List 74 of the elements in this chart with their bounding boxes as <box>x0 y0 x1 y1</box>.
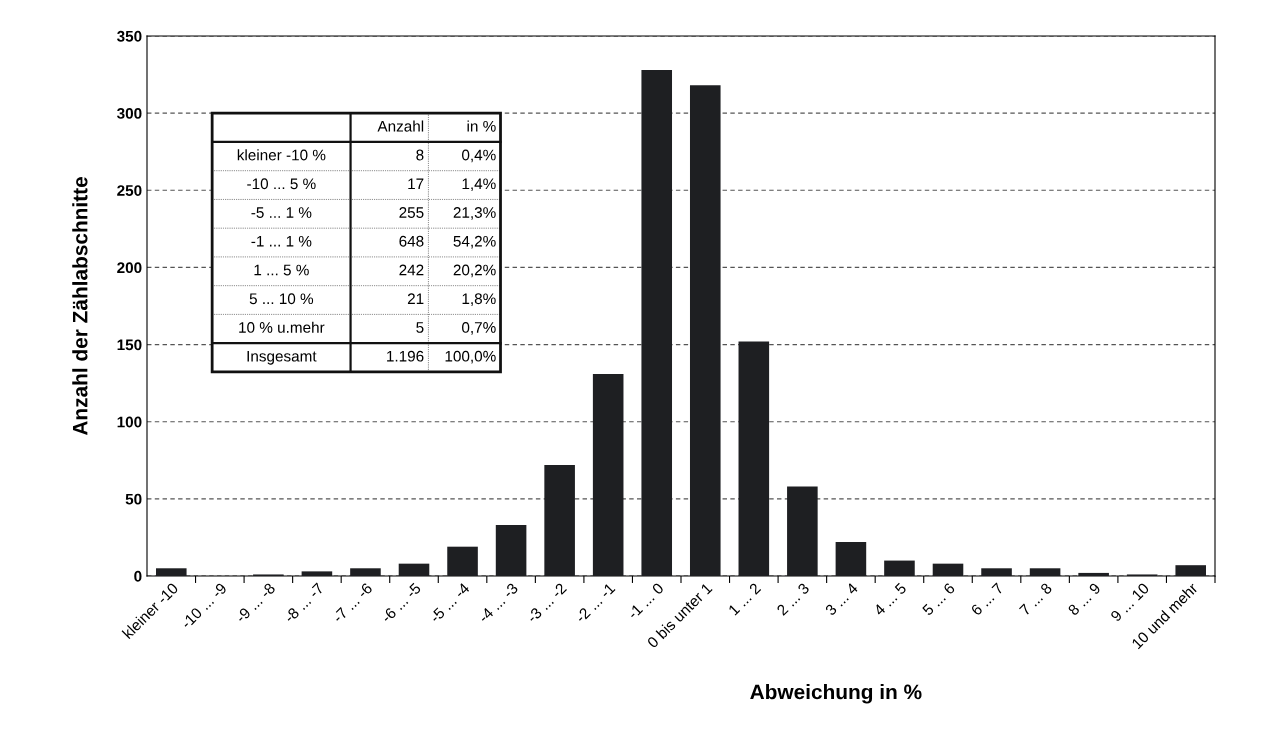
bar <box>932 563 964 576</box>
x-tick-label: 6 ... 7 <box>970 582 1004 616</box>
annotation: 0,4% <box>462 149 496 163</box>
bar <box>398 563 430 576</box>
bar <box>1175 565 1207 576</box>
annotation: 10 % u.mehr <box>239 321 325 333</box>
annotation: -1 ... 1 % <box>251 235 312 247</box>
bar <box>495 525 527 576</box>
x-tick-label: 2 ... 3 <box>776 582 810 616</box>
x-tick-label: -6 ... -5 <box>380 582 422 624</box>
y-axis-title: Anzahl der Zählabschnitte <box>72 177 88 436</box>
bar <box>787 486 818 576</box>
y-tick-label: 350 <box>117 30 142 42</box>
bar <box>738 341 770 576</box>
y-tick-label: 200 <box>117 262 142 274</box>
annotation: 54,2% <box>453 235 496 249</box>
x-tick-label: -7 ... -6 <box>332 582 373 624</box>
x-tick-label: -4 ... -3 <box>477 582 519 624</box>
bar <box>884 560 915 576</box>
annotation: 1.196 <box>387 350 424 362</box>
y-tick-label: 50 <box>125 493 142 505</box>
annotation: 5 ... 10 % <box>249 293 314 305</box>
bar <box>350 568 381 576</box>
annotation: Insgesamt <box>247 350 317 365</box>
annotation: 21 <box>407 293 424 304</box>
y-tick-label: 250 <box>117 185 142 196</box>
x-tick-label: 5 ... 6 <box>921 582 956 617</box>
bar <box>155 568 187 576</box>
bar <box>689 85 721 576</box>
annotation: 5 <box>416 322 424 333</box>
annotation: 20,2% <box>453 264 496 278</box>
bar <box>592 373 624 576</box>
x-tick-label: 3 ... 4 <box>824 582 859 617</box>
annotation: Anzahl <box>377 120 424 132</box>
annotation: 8 <box>416 149 424 161</box>
x-tick-label: -9 ... -8 <box>234 582 276 624</box>
bar <box>835 542 867 576</box>
x-tick-label: -5 ... -4 <box>429 582 471 624</box>
bar <box>544 464 575 576</box>
annotation: -10 ... 5 % <box>247 178 316 190</box>
x-tick-label: 9 ... 10 <box>1109 582 1150 623</box>
x-axis-title: Abweichung in % <box>750 684 922 704</box>
annotation: kleiner -10 % <box>237 149 326 161</box>
bar <box>447 546 478 576</box>
annotation: in % <box>467 120 496 132</box>
annotation: 1 ... 5 % <box>254 264 309 276</box>
annotation: 100,0% <box>445 350 496 364</box>
annotation: 21,3% <box>453 207 496 220</box>
x-tick-label: 7 ... 8 <box>1018 582 1053 616</box>
annotation: 1,4% <box>462 178 496 191</box>
bar <box>1029 568 1061 576</box>
annotation: 1,8% <box>462 293 496 306</box>
x-tick-label: 4 ... 5 <box>873 582 907 617</box>
bar <box>301 571 333 576</box>
bar <box>641 69 673 576</box>
annotation: 255 <box>399 207 424 218</box>
x-tick-label: -2 ... -1 <box>574 582 616 624</box>
y-tick-label: 0 <box>134 570 142 582</box>
bar <box>1078 572 1109 576</box>
x-tick-label: 8 ... 9 <box>1067 582 1102 617</box>
annotation: 648 <box>399 235 424 247</box>
bar <box>981 568 1012 576</box>
x-tick-label: -3 ... -2 <box>526 582 568 624</box>
x-tick-label: -1 ... 0 <box>626 582 665 620</box>
annotation: 242 <box>399 264 424 276</box>
y-tick-label: 150 <box>117 339 142 351</box>
x-tick-label: -10 ... -9 <box>180 582 228 630</box>
annotation: 17 <box>408 178 424 190</box>
x-tick-label: -8 ... -7 <box>283 582 325 624</box>
annotation: 0,7% <box>462 322 496 335</box>
y-tick-label: 100 <box>117 416 142 428</box>
y-tick-label: 300 <box>117 108 142 119</box>
x-tick-label: 1 ... 2 <box>727 582 762 616</box>
annotation: -5 ... 1 % <box>251 207 312 218</box>
